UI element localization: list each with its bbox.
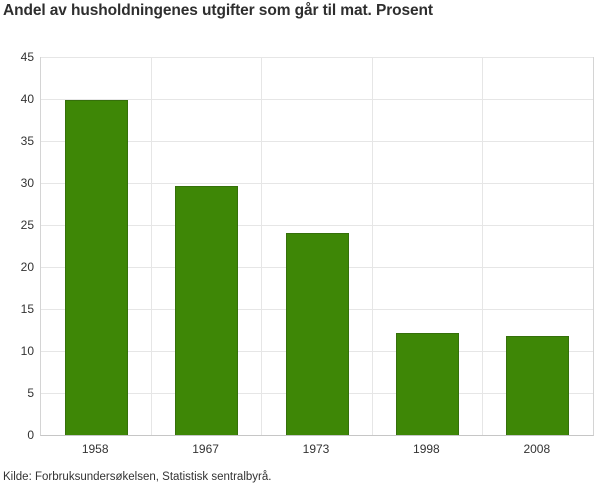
bar-2008[interactable] <box>506 335 570 435</box>
y-gridline-45 <box>41 57 593 58</box>
y-gridline-40 <box>41 98 593 100</box>
y-tick-label-10: 10 <box>20 344 34 358</box>
y-tick-label-35: 35 <box>20 134 34 148</box>
y-tick-label-20: 20 <box>20 260 34 274</box>
source-note: Kilde: Forbruksundersøkelsen, Statistisk… <box>3 471 272 483</box>
y-tick-label-40: 40 <box>20 92 34 106</box>
y-tick-label-45: 45 <box>20 50 34 64</box>
y-tick-label-5: 5 <box>27 386 34 400</box>
x-tick-label-1967: 1967 <box>192 442 219 456</box>
x-tick-label-1973: 1973 <box>302 442 330 456</box>
y-gridline-25 <box>41 224 593 226</box>
y-axis: 0 5 10 15 20 25 30 35 40 45 <box>0 50 34 442</box>
x-axis: 1958 1967 1973 1998 2008 <box>40 442 592 460</box>
chart-title: Andel av husholdningenes utgifter som gå… <box>3 2 433 19</box>
y-tick-label-30: 30 <box>20 176 34 190</box>
plot-area <box>40 57 594 436</box>
bar-1967[interactable] <box>175 186 239 435</box>
x-tick-label-1998: 1998 <box>413 442 440 456</box>
x-gridline-2 <box>261 57 263 435</box>
x-gridline-4 <box>482 57 484 435</box>
y-gridline-30 <box>41 182 593 184</box>
bar-1958[interactable] <box>64 99 128 435</box>
x-tick-label-2008: 2008 <box>523 442 551 456</box>
x-gridline-3 <box>371 57 373 435</box>
y-gridline-35 <box>41 140 593 142</box>
bar-1998[interactable] <box>395 332 459 435</box>
x-gridline-1 <box>150 57 152 435</box>
x-tick-label-1958: 1958 <box>81 442 109 456</box>
y-tick-label-0: 0 <box>27 428 34 442</box>
bar-1973[interactable] <box>285 233 349 435</box>
y-tick-label-15: 15 <box>20 302 34 316</box>
y-tick-label-25: 25 <box>20 218 34 232</box>
